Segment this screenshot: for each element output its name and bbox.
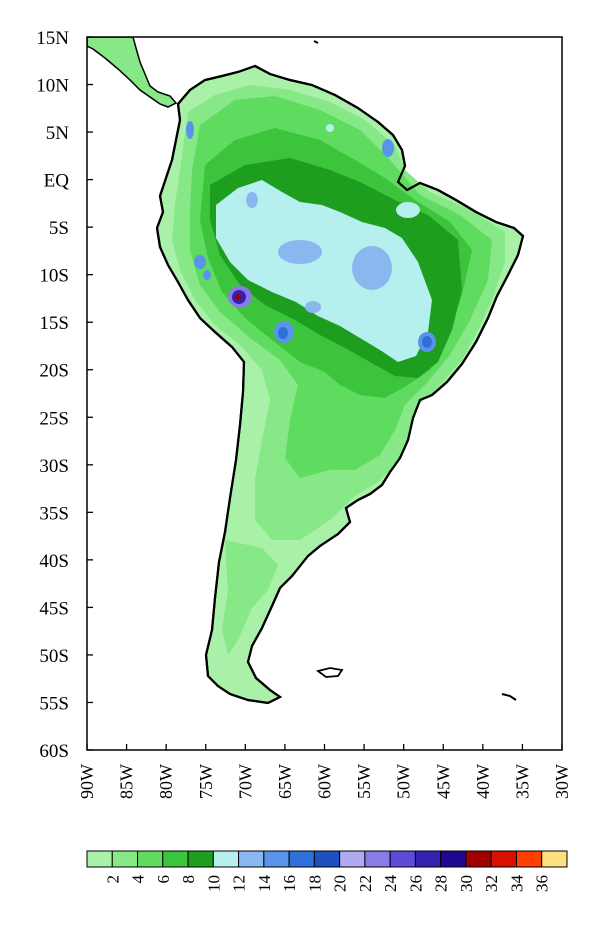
contour-patch-32 bbox=[235, 294, 241, 300]
lat-label: 15N bbox=[36, 28, 69, 49]
colorbar-swatch bbox=[414, 850, 442, 868]
colorbar-label: 26 bbox=[406, 875, 425, 892]
colorbar-label: 4 bbox=[129, 875, 148, 884]
contour-band-4-south bbox=[222, 540, 278, 655]
colorbar-label: 34 bbox=[507, 875, 526, 893]
lat-label: 10N bbox=[36, 76, 69, 97]
lon-label: 35W bbox=[512, 764, 532, 799]
colorbar-swatch bbox=[238, 850, 265, 868]
contour-band-12 bbox=[216, 180, 432, 362]
lat-label: 45S bbox=[39, 598, 69, 619]
colorbar-label: 28 bbox=[432, 875, 451, 892]
colorbar-label: 6 bbox=[154, 875, 173, 884]
small-island bbox=[313, 40, 319, 44]
contour-patch-16e bbox=[382, 139, 394, 157]
lon-label: 50W bbox=[394, 764, 414, 799]
colorbar-swatch bbox=[440, 850, 467, 868]
colorbar-swatch bbox=[490, 850, 517, 868]
colorbar-label: 16 bbox=[280, 875, 299, 892]
coastline bbox=[155, 64, 525, 705]
colorbar-swatch bbox=[187, 850, 214, 868]
colorbar-label: 8 bbox=[179, 875, 198, 884]
colorbar-swatch bbox=[137, 850, 164, 868]
contour-patch-18b bbox=[422, 336, 432, 348]
lat-label: 30S bbox=[39, 456, 69, 477]
lon-label: 55W bbox=[354, 764, 374, 799]
colorbar-label: 2 bbox=[103, 875, 122, 884]
lon-label: 45W bbox=[433, 764, 453, 799]
contour-patch-14c bbox=[246, 192, 258, 208]
rainfall-contours bbox=[172, 85, 505, 655]
lon-label: 85W bbox=[117, 764, 137, 799]
contour-patch-16c bbox=[194, 255, 206, 269]
contour-patch-14b bbox=[278, 240, 322, 264]
colorbar-swatch bbox=[389, 850, 416, 868]
lat-label: 5N bbox=[46, 123, 70, 144]
lat-label: 5S bbox=[49, 218, 69, 239]
colorbar-swatch bbox=[86, 850, 113, 868]
colorbar-swatch bbox=[364, 850, 391, 868]
colorbar-swatch bbox=[339, 850, 366, 868]
lat-label: 60S bbox=[39, 741, 69, 762]
lat-label: 55S bbox=[39, 693, 69, 714]
colorbar-swatch bbox=[313, 850, 341, 868]
contour-patch-14d bbox=[305, 301, 321, 313]
lon-label: 70W bbox=[235, 764, 255, 799]
lon-label: 90W bbox=[77, 764, 97, 799]
colorbar-swatch bbox=[263, 850, 290, 868]
lon-label: 60W bbox=[315, 764, 335, 799]
lat-label: 35S bbox=[39, 503, 69, 524]
central-america-landmass bbox=[87, 37, 178, 108]
lat-label: 50S bbox=[39, 646, 69, 667]
colorbar-label: 24 bbox=[381, 875, 400, 893]
colorbar: 2 4 6 8 10 12 14 16 18 20 22 24 26 28 30 32 34 36 bbox=[86, 850, 568, 893]
contour-patch-14a bbox=[352, 246, 392, 290]
lat-label: EQ bbox=[44, 171, 70, 192]
colorbar-label: 18 bbox=[305, 875, 324, 892]
lon-label: 65W bbox=[275, 764, 295, 799]
colorbar-label: 10 bbox=[204, 875, 223, 892]
contour-patch-18 bbox=[278, 327, 288, 339]
map-plot-area bbox=[87, 37, 525, 705]
colorbar-label: 30 bbox=[457, 875, 476, 892]
colorbar-label: 14 bbox=[255, 875, 274, 893]
lat-label: 10S bbox=[39, 266, 69, 287]
colorbar-swatch bbox=[212, 850, 240, 868]
colorbar-label: 32 bbox=[482, 875, 501, 892]
lon-label: 80W bbox=[156, 764, 176, 799]
contour-patch-12f bbox=[326, 124, 334, 132]
colorbar-label: 20 bbox=[331, 875, 350, 892]
lon-label: 30W bbox=[552, 764, 572, 799]
lat-label: 20S bbox=[39, 361, 69, 382]
longitude-axis: 90W 85W 80W 75W 70W 65W 60W 55W 50W 45W 40W 35W 30W bbox=[77, 744, 572, 799]
colorbar-swatch bbox=[288, 850, 315, 868]
colorbar-label: 22 bbox=[356, 875, 375, 892]
colorbar-swatch bbox=[515, 850, 543, 868]
colorbar-label: 36 bbox=[533, 875, 552, 892]
lon-label: 40W bbox=[473, 764, 493, 799]
contour-patch-16f bbox=[203, 270, 211, 280]
colorbar-swatch bbox=[111, 850, 139, 868]
colorbar-label: 12 bbox=[230, 875, 249, 892]
colorbar-swatch bbox=[541, 850, 568, 868]
lat-label: 40S bbox=[39, 551, 69, 572]
contour-patch-14e bbox=[396, 202, 420, 218]
falkland-islands bbox=[315, 667, 344, 678]
contour-patch-16d bbox=[186, 121, 194, 139]
colorbar-swatch bbox=[465, 850, 492, 868]
south-georgia-island bbox=[501, 693, 517, 701]
lat-label: 15S bbox=[39, 313, 69, 334]
lat-label: 25S bbox=[39, 408, 69, 429]
latitude-axis: 15N 10N 5N EQ 5S 10S 15S 20S 25S 30S 35S 40S 45S 50S 5… bbox=[36, 28, 93, 762]
colorbar-swatch bbox=[162, 850, 189, 868]
lon-label: 75W bbox=[196, 764, 216, 799]
